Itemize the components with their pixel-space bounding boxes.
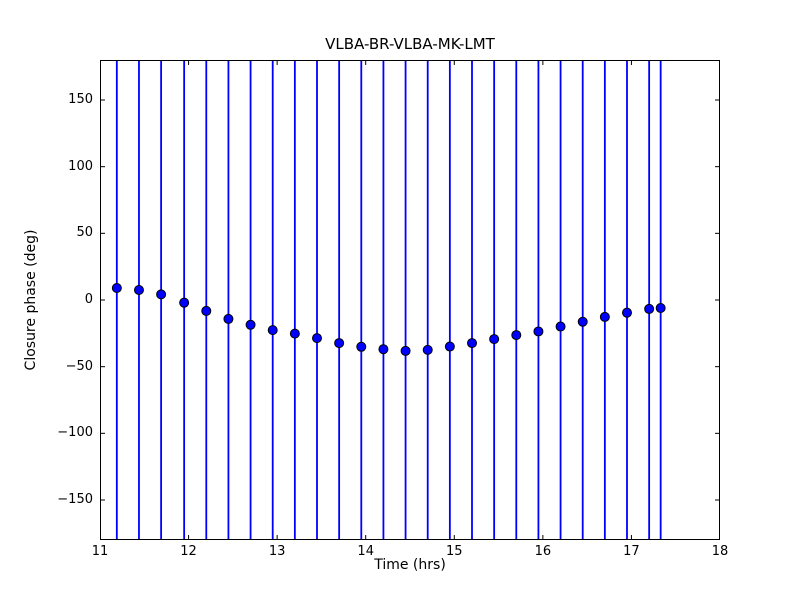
data-point (201, 305, 212, 316)
x-tick-label-11: 11 (91, 544, 109, 559)
data-point (577, 316, 588, 327)
plot-area (100, 60, 720, 540)
x-tick-label-18: 18 (711, 544, 729, 559)
x-tick-label-12: 12 (180, 544, 197, 559)
y-tick-label--150: −150 (57, 492, 93, 507)
axes-spines (100, 60, 720, 540)
y-tick-label--50: −50 (65, 358, 93, 374)
data-point (179, 297, 190, 308)
data-point (400, 345, 411, 356)
data-point (111, 283, 122, 293)
data-point (644, 303, 655, 314)
x-tick-label-14: 14 (357, 544, 374, 559)
y-tick-label-50: 50 (76, 225, 93, 241)
data-point (511, 330, 522, 341)
x-axis-label: Time (hrs) (374, 557, 446, 573)
data-point (655, 303, 666, 313)
y-tick-label-100: 100 (68, 158, 93, 174)
x-tick-label-15: 15 (446, 544, 463, 559)
data-point (356, 341, 367, 352)
y-tick-label-150: 150 (68, 92, 93, 107)
data-point (156, 289, 167, 300)
data-point (267, 325, 278, 336)
plot-svg (100, 60, 720, 540)
x-tick-label-13: 13 (268, 544, 286, 559)
x-tick-label-16: 16 (534, 544, 552, 559)
y-tick-label--100: −100 (57, 425, 93, 441)
y-axis-label: Closure phase (deg) (23, 229, 39, 371)
data-point (599, 311, 610, 322)
data-point (133, 285, 144, 295)
data-point (422, 344, 433, 355)
data-point (489, 334, 500, 345)
data-point (312, 333, 322, 344)
data-point (289, 328, 300, 339)
data-point (378, 344, 389, 355)
y-tick-label-0: 0 (84, 292, 93, 307)
data-point (467, 338, 477, 349)
data-point (223, 313, 234, 324)
data-point (245, 319, 256, 330)
chart-title: VLBA-BR-VLBA-MK-LMT (325, 35, 495, 53)
data-point (622, 307, 632, 318)
data-point (444, 341, 455, 352)
data-point (334, 338, 345, 349)
data-point (555, 321, 566, 332)
data-point (533, 326, 544, 337)
x-tick-label-17: 17 (623, 544, 640, 559)
